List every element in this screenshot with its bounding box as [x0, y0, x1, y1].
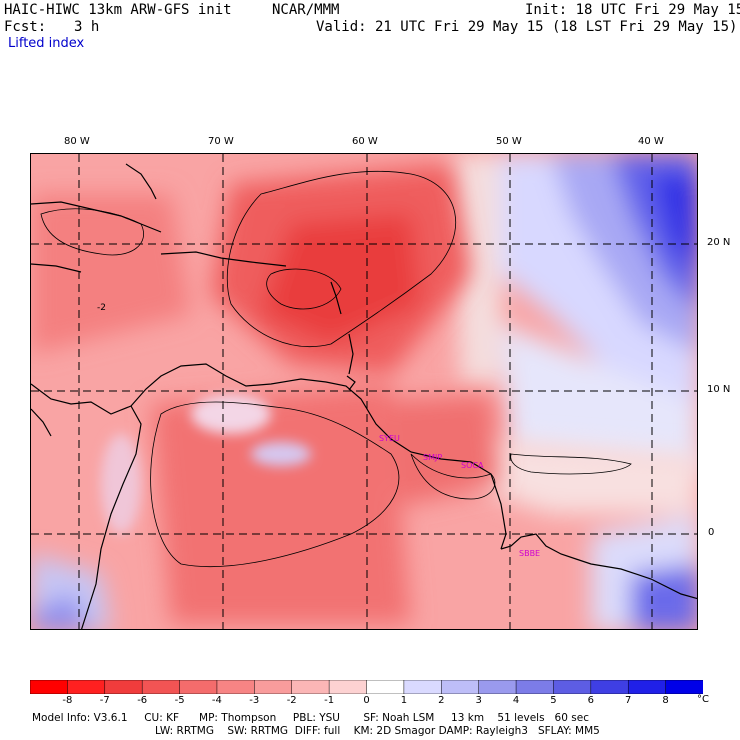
model-info-line2: LW: RRTMG SW: RRTMG DIFF: full KM: 2D Sm… — [155, 725, 600, 737]
colorbar-tick-label: 4 — [512, 695, 520, 706]
colorbar-tick-label: -2 — [286, 695, 297, 706]
colorbar-tick-label: 1 — [400, 695, 408, 706]
colorbar-swatch — [627, 680, 667, 694]
colorbar-swatch — [441, 680, 480, 694]
lat-label-20n: 20 N — [707, 237, 731, 248]
contour-label: -2 — [97, 303, 106, 313]
lon-label-50w: 50 W — [496, 136, 522, 147]
lat-label-0: 0 — [708, 527, 715, 538]
colorbar-swatch — [665, 680, 703, 694]
colorbar-tick-label: -3 — [249, 695, 260, 706]
colorbar-tick-label: 3 — [475, 695, 482, 706]
station-syeu: SYEU — [379, 434, 400, 443]
model-title: HAIC-HIWC 13km ARW-GFS init — [4, 2, 232, 18]
organization-label: NCAR/MMM — [272, 2, 340, 18]
colorbar-swatch — [590, 680, 629, 694]
forecast-label: Fcst: — [4, 19, 47, 35]
colorbar-tick-label: 5 — [550, 695, 557, 706]
colorbar-swatch — [67, 680, 106, 694]
colorbar-swatch — [254, 680, 293, 694]
model-info-line1: Model Info: V3.6.1 CU: KF MP: Thompson P… — [32, 712, 589, 724]
lon-label-40w: 40 W — [638, 136, 664, 147]
coastlines — [31, 163, 697, 629]
lon-label-70w: 70 W — [208, 136, 234, 147]
colorbar-tick-label: 2 — [438, 695, 445, 706]
unstable-core — [31, 164, 501, 624]
colorbar-swatch — [403, 680, 443, 694]
colorbar-swatch — [478, 680, 517, 694]
colorbar-tick-label: -6 — [137, 695, 148, 706]
valid-time: Valid: 21 UTC Fri 29 May 15 (18 LST Fri … — [316, 19, 738, 35]
map-graphic: SYEU SMJP SOCA SBBE -2 — [31, 154, 697, 629]
stable-region-east — [451, 154, 697, 474]
colorbar-tick-label: 0 — [363, 695, 370, 706]
colorbar-tick-label: -7 — [99, 695, 110, 706]
lat-label-10n: 10 N — [707, 384, 731, 395]
colorbar-swatch — [366, 680, 405, 694]
colorbar-swatches — [30, 680, 703, 694]
colorbar-swatch — [216, 680, 256, 694]
colorbar-tick-label: -4 — [211, 695, 222, 706]
init-time: Init: 18 UTC Fri 29 May 15 — [525, 2, 740, 18]
colorbar-swatch — [515, 680, 555, 694]
colorbar-tick-label: 7 — [625, 695, 632, 706]
colorbar-swatch — [179, 680, 218, 694]
colorbar-tick-label: -1 — [324, 695, 335, 706]
lon-label-80w: 80 W — [64, 136, 90, 147]
colorbar — [30, 680, 703, 694]
colorbar-tick-label: 8 — [662, 695, 669, 706]
colorbar-swatch — [291, 680, 330, 694]
forecast-hour: 3 h — [74, 19, 100, 35]
colorbar-tick-label: 6 — [587, 695, 594, 706]
lifted-index-map: SYEU SMJP SOCA SBBE -2 — [30, 153, 698, 630]
lon-label-60w: 60 W — [352, 136, 378, 147]
colorbar-tick-label: -8 — [62, 695, 73, 706]
colorbar-tick-label: -5 — [174, 695, 185, 706]
colorbar-swatch — [328, 680, 368, 694]
station-sbbe: SBBE — [519, 549, 540, 558]
colorbar-swatch — [104, 680, 143, 694]
station-soca: SOCA — [461, 461, 484, 470]
contour-lines — [40, 170, 632, 567]
graticule — [31, 154, 697, 629]
colorbar-swatch — [141, 680, 181, 694]
colorbar-swatch — [553, 680, 592, 694]
field-name: Lifted index — [8, 36, 85, 51]
colorbar-swatch — [30, 680, 69, 694]
station-smjp: SMJP — [423, 453, 442, 462]
station-markers: SYEU SMJP SOCA SBBE — [379, 434, 540, 558]
colorbar-unit: °C — [697, 694, 709, 705]
